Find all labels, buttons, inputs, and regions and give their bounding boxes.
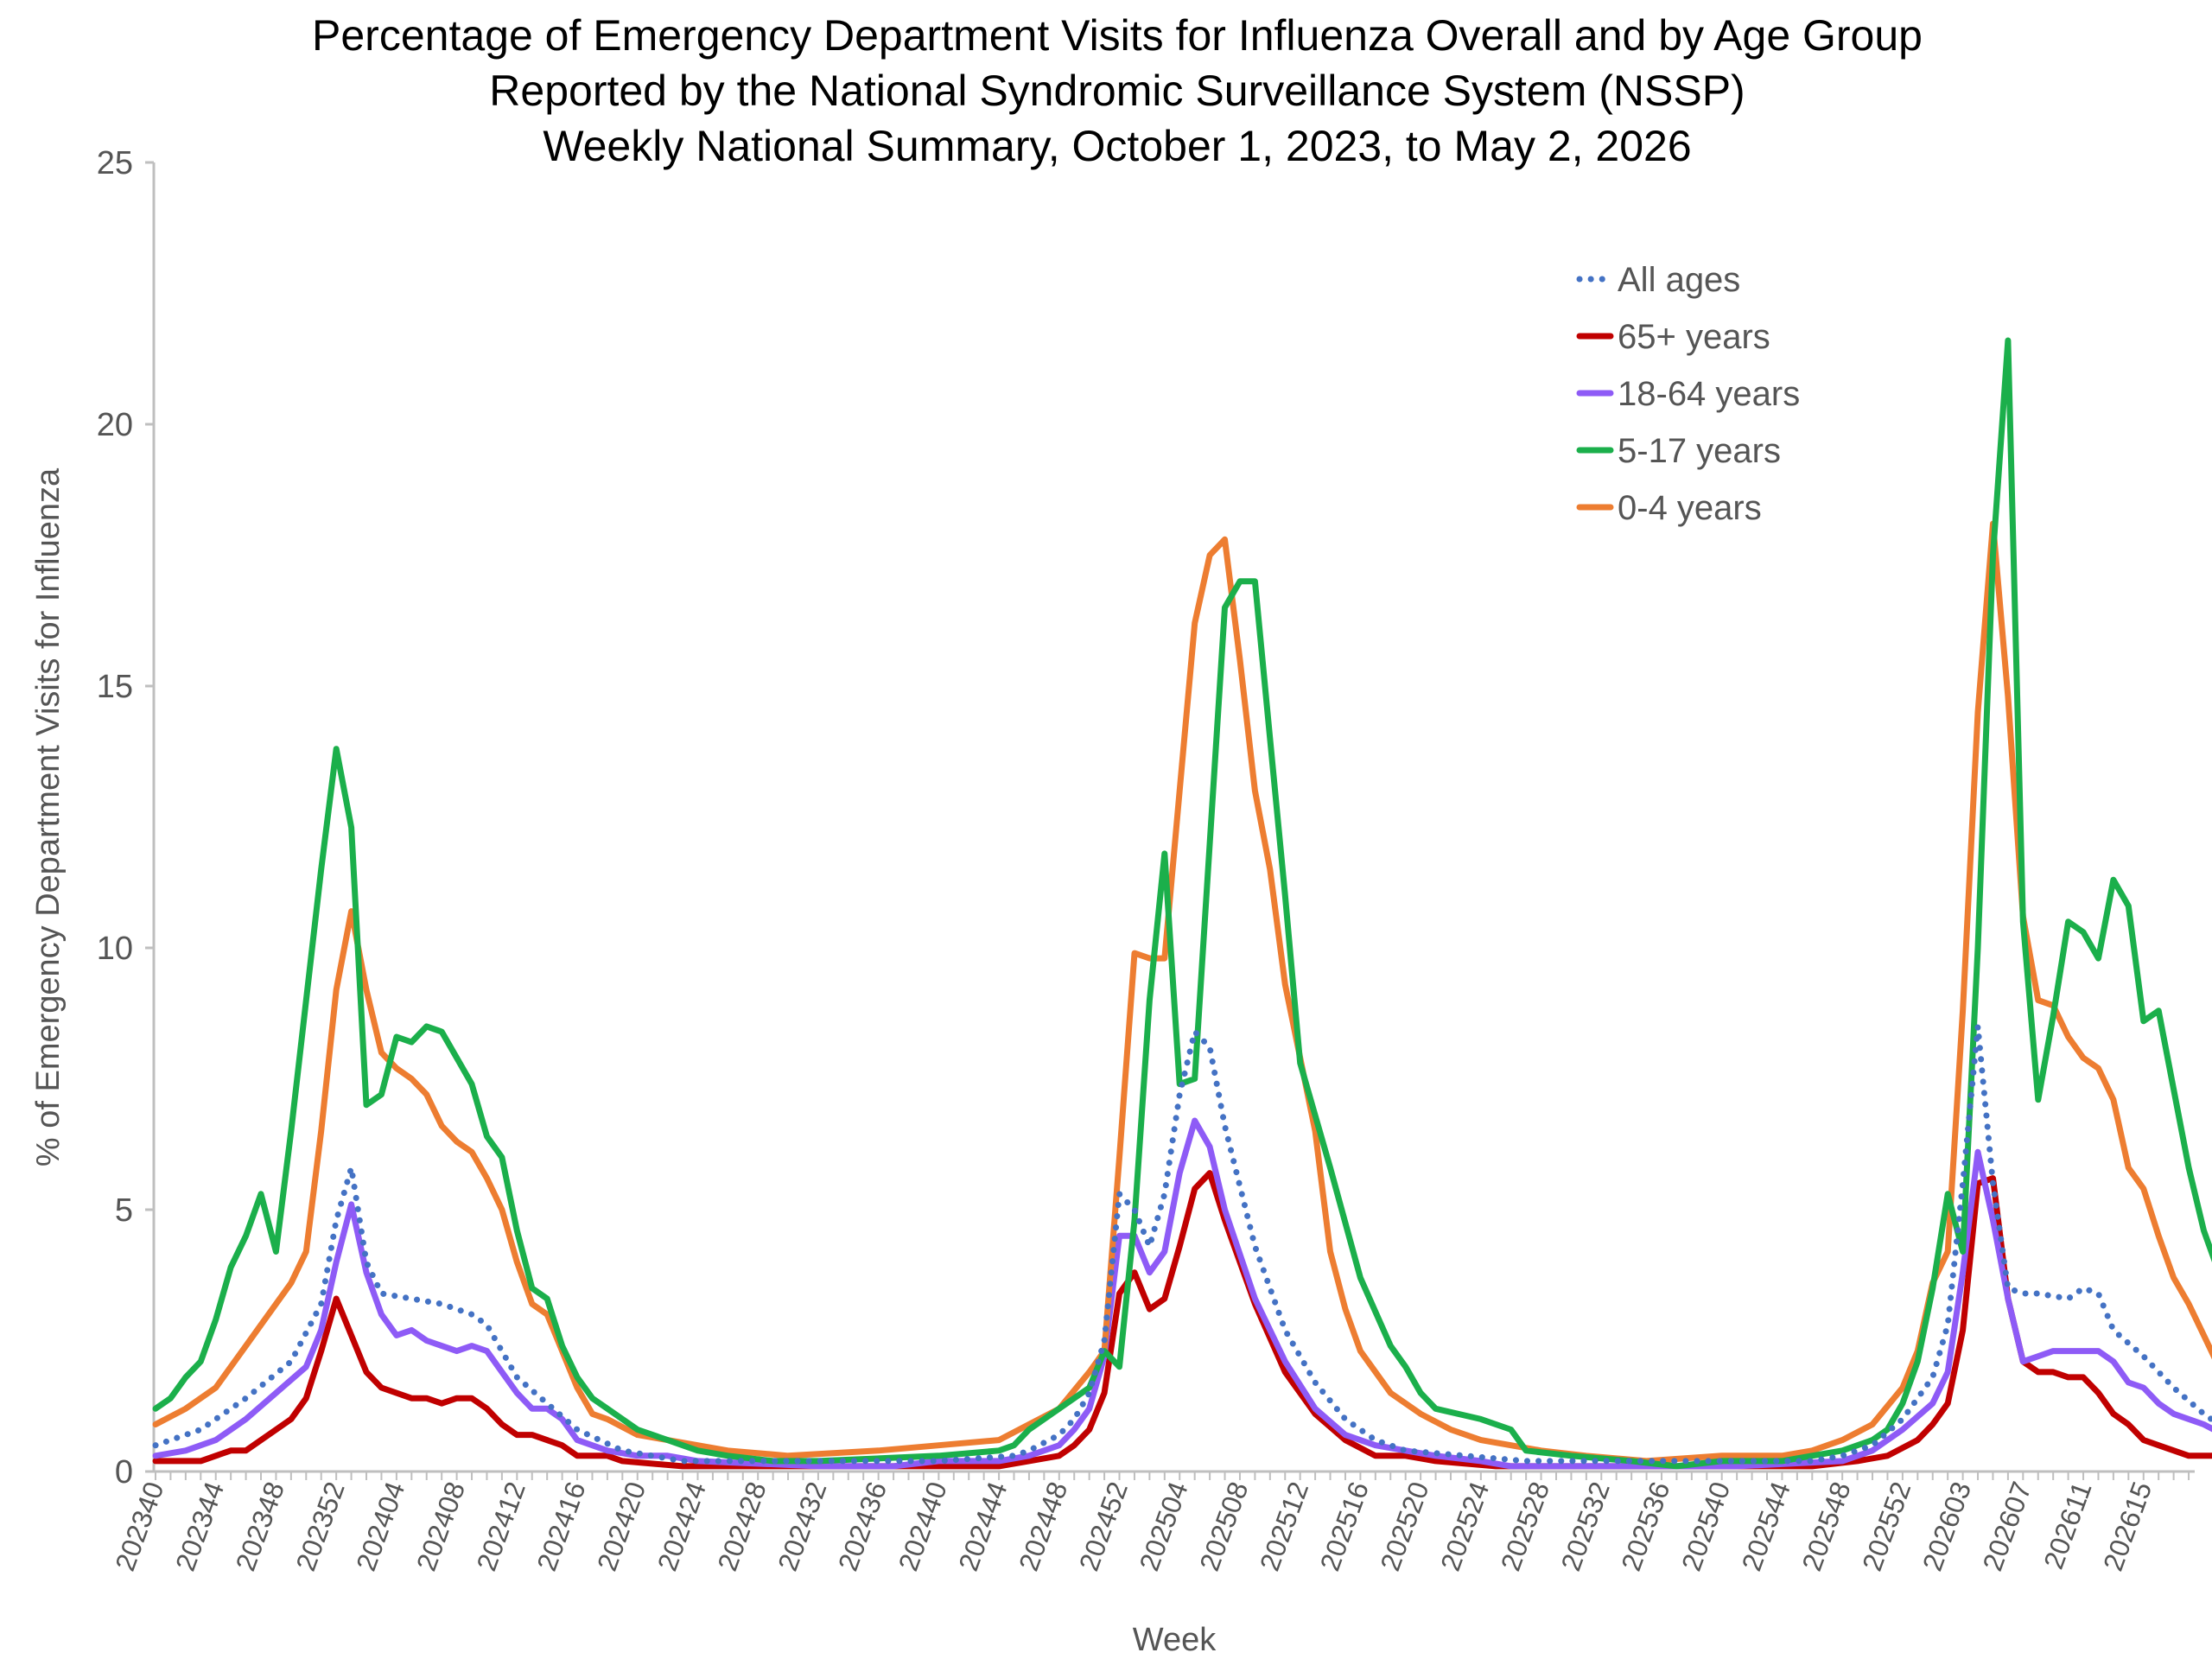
legend-label: 65+ years — [1618, 318, 1770, 356]
x-tick-label: 202428 — [711, 1478, 772, 1575]
x-tick-labels: 202340 202344 202348 202352 202404 202408 2024… — [109, 1478, 2158, 1575]
x-tick-label: 202603 — [1916, 1478, 1977, 1575]
x-tick-label: 202452 — [1073, 1478, 1134, 1575]
x-tick-label: 202448 — [1013, 1478, 1073, 1575]
x-tick-label: 202516 — [1314, 1478, 1375, 1575]
x-tick-label: 202532 — [1555, 1478, 1616, 1575]
y-tick-label: 5 — [115, 1192, 133, 1229]
series-line-65-years — [152, 1170, 2212, 1470]
x-tick-label: 202512 — [1254, 1478, 1314, 1575]
x-tick-label: 202524 — [1434, 1478, 1495, 1575]
y-axis-label: % of Emergency Department Visits for Inf… — [30, 467, 67, 1166]
y-tick-label: 15 — [97, 669, 133, 705]
x-tick-label: 202552 — [1856, 1478, 1916, 1575]
series-line-0-4-years — [152, 520, 2212, 1465]
chart-title-line-1: Percentage of Emergency Department Visit… — [312, 11, 1923, 60]
x-tick-label: 202544 — [1736, 1478, 1796, 1575]
chart-title-line-3: Weekly National Summary, October 1, 2023… — [543, 122, 1691, 170]
x-tick-label: 202432 — [772, 1478, 832, 1575]
chart-title: Percentage of Emergency Department Visit… — [312, 11, 1923, 170]
x-tick-label: 202404 — [350, 1478, 410, 1575]
x-tick-label: 202420 — [591, 1478, 652, 1575]
x-tick-label: 202340 — [109, 1478, 169, 1575]
x-tick-label: 202615 — [2097, 1478, 2158, 1575]
legend-label: 18-64 years — [1618, 375, 1800, 413]
series-line-5-17-years — [152, 337, 2212, 1470]
chart-title-line-2: Reported by the National Syndromic Surve… — [489, 67, 1745, 115]
x-tick-label: 202540 — [1675, 1478, 1736, 1575]
y-tick-label: 20 — [97, 407, 133, 443]
x-tick-label: 202344 — [169, 1478, 230, 1575]
y-tick-label: 0 — [115, 1454, 133, 1491]
x-tick-marks — [155, 1471, 2190, 1480]
series-line-18-64-years — [152, 1117, 2212, 1470]
legend: All ages 65+ years 18-64 years 5-17 years 0-… — [1576, 261, 1800, 527]
y-tick-labels: 0 5 10 15 20 25 — [97, 145, 154, 1491]
x-tick-label: 202424 — [652, 1478, 712, 1575]
x-tick-label: 202528 — [1495, 1478, 1555, 1575]
x-tick-label: 202408 — [410, 1478, 471, 1575]
x-tick-label: 202548 — [1796, 1478, 1856, 1575]
y-tick-label: 25 — [97, 145, 133, 181]
x-tick-label: 202416 — [531, 1478, 591, 1575]
y-tick-label: 10 — [97, 931, 133, 967]
x-tick-label: 202536 — [1615, 1478, 1675, 1575]
x-axis-label: Week — [1133, 1622, 1217, 1658]
x-tick-label: 202508 — [1193, 1478, 1254, 1575]
series-line-all-ages — [152, 1023, 2212, 1465]
x-tick-label: 202412 — [471, 1478, 531, 1575]
x-tick-label: 202611 — [2037, 1478, 2098, 1573]
x-tick-label: 202348 — [230, 1478, 290, 1575]
x-tick-label: 202504 — [1133, 1478, 1193, 1575]
legend-label: All ages — [1618, 261, 1740, 299]
series-lines — [152, 337, 2212, 1470]
x-tick-label: 202607 — [1977, 1478, 2037, 1575]
legend-label: 5-17 years — [1618, 432, 1781, 470]
x-tick-label: 202444 — [952, 1478, 1013, 1575]
x-tick-label: 202436 — [832, 1478, 893, 1575]
x-tick-label: 202352 — [289, 1478, 350, 1575]
legend-label: 0-4 years — [1618, 489, 1762, 527]
x-tick-label: 202440 — [893, 1478, 953, 1575]
x-tick-label: 202520 — [1374, 1478, 1434, 1575]
